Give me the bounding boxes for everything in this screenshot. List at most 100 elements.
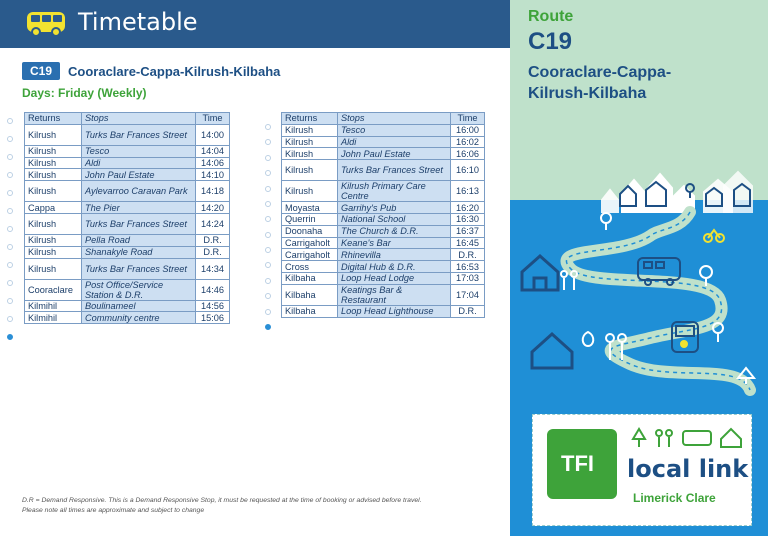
col-returns: Returns xyxy=(281,112,338,125)
cell-time: 15:06 xyxy=(195,311,230,325)
stop-dot xyxy=(7,316,13,322)
cell-time: 16:20 xyxy=(450,201,485,214)
stop-dot xyxy=(265,154,271,161)
cell-stop: Aldi xyxy=(337,135,451,149)
bus-illustration-icon xyxy=(637,257,681,286)
cell-time: 16:02 xyxy=(450,135,485,149)
cell-returns: Kilrush xyxy=(281,135,338,149)
cell-stop: Turks Bar Frances Street xyxy=(81,257,196,280)
col-time: Time xyxy=(450,112,485,125)
local-link-brand: local link xyxy=(627,455,749,483)
cell-stop: Boulinameel xyxy=(81,299,196,313)
stop-dot xyxy=(7,154,13,160)
cell-stop: Loop Head Lighthouse xyxy=(337,304,451,318)
cell-time: 17:04 xyxy=(450,283,485,306)
table-row: Kilrush John Paul Estate 14:10 xyxy=(24,168,230,182)
route-label: Route xyxy=(528,8,574,25)
cell-returns: Kilrush xyxy=(24,212,82,235)
stop-dot xyxy=(265,262,271,269)
cell-stop: National School xyxy=(337,212,451,226)
stop-dot xyxy=(265,185,271,192)
cell-time: 14:24 xyxy=(195,212,230,235)
route-code: C19 xyxy=(528,28,573,55)
tfi-logo: TFI xyxy=(547,429,617,499)
bus-icon xyxy=(27,12,65,37)
cell-time: 14:56 xyxy=(195,299,230,313)
cell-time: 14:34 xyxy=(195,257,230,280)
table-row: Cappa The Pier 14:20 xyxy=(24,201,230,214)
footnote-demand-responsive: D.R = Demand Responsive. This is a Deman… xyxy=(22,497,422,504)
stop-dot xyxy=(7,190,13,196)
cell-time: 14:00 xyxy=(195,123,230,146)
cell-returns: Kilrush xyxy=(24,245,82,259)
stop-dot xyxy=(265,216,271,223)
cell-returns: Kilrush xyxy=(24,180,82,203)
cell-returns: Kilrush xyxy=(281,159,338,182)
footnote-approximate: Please note all times are approximate an… xyxy=(22,507,205,514)
table-row: Kilrush Shanakyle Road D.R. xyxy=(24,245,230,259)
col-returns: Returns xyxy=(24,112,82,125)
stop-dot xyxy=(7,226,13,232)
cell-stop: Tesco xyxy=(337,123,451,137)
house-icon xyxy=(520,253,574,370)
route-panel: Route C19 Cooraclare-Cappa-Kilrush-Kilba… xyxy=(510,0,768,536)
col-stops: Stops xyxy=(337,112,451,125)
cell-returns: Carrigaholt xyxy=(281,236,338,250)
cell-time: 16:13 xyxy=(450,180,485,203)
cell-stop: Kilrush Primary Care Centre xyxy=(337,180,451,203)
stop-dot xyxy=(265,293,271,300)
tree-icon xyxy=(631,427,647,447)
cell-returns: Cappa xyxy=(24,201,82,214)
table-row: Kilrush Turks Bar Frances Street 16:10 xyxy=(281,159,485,182)
cell-time: 14:18 xyxy=(195,180,230,203)
table-row: Kilmihil Community centre 15:06 xyxy=(24,311,230,325)
cell-time: 14:04 xyxy=(195,144,230,158)
cell-time: 14:10 xyxy=(195,168,230,182)
cell-returns: Kilrush xyxy=(24,144,82,158)
table-row: Kilrush John Paul Estate 16:06 xyxy=(281,147,485,161)
table-row: Kilmihil Boulinameel 14:56 xyxy=(24,299,230,313)
cell-stop: Keatings Bar & Restaurant xyxy=(337,283,451,306)
table-row: Kilrush Kilrush Primary Care Centre 16:13 xyxy=(281,180,485,203)
table-row: Kilrush Aylevarroo Caravan Park 14:18 xyxy=(24,180,230,203)
cell-stop: Rhinevilla xyxy=(337,248,451,262)
cell-stop: Turks Bar Frances Street xyxy=(81,212,196,235)
stop-dot xyxy=(7,208,13,214)
cell-stop: Shanakyle Road xyxy=(81,245,196,259)
cell-returns: Doonaha xyxy=(281,224,338,238)
cell-stop: Turks Bar Frances Street xyxy=(81,123,196,146)
cell-returns: Kilbaha xyxy=(281,271,338,285)
bicycle-icon xyxy=(703,228,725,243)
people-icon xyxy=(560,270,627,360)
cell-returns: Kilbaha xyxy=(281,304,338,318)
table-header-row: Returns Stops Time xyxy=(281,112,485,125)
cell-stop: Post Office/Service Station & D.R. xyxy=(81,278,196,301)
cell-returns: Kilmihil xyxy=(24,299,82,313)
table-row: Kilbaha Keatings Bar & Restaurant 17:04 xyxy=(281,283,485,306)
cell-stop: Keane's Bar xyxy=(337,236,451,250)
table-row: Kilrush Tesco 14:04 xyxy=(24,144,230,158)
local-link-logo: TFI local link Limerick Clare xyxy=(532,414,752,526)
stop-dot xyxy=(265,277,271,284)
stop-dot xyxy=(7,136,13,142)
table-row: Querrin National School 16:30 xyxy=(281,212,485,226)
person-icon xyxy=(655,429,663,437)
route-panel-top xyxy=(510,0,768,200)
table-row: Moyasta Garrihy's Pub 16:20 xyxy=(281,201,485,214)
road-path xyxy=(560,206,756,396)
location-pin-icon xyxy=(581,330,595,348)
cell-time: 14:06 xyxy=(195,156,230,170)
table-row: Kilbaha Loop Head Lodge 17:03 xyxy=(281,271,485,285)
cell-time: 16:37 xyxy=(450,224,485,238)
stop-dots-1 xyxy=(7,118,13,340)
timetable-table-1: Returns Stops Time Kilrush Turks Bar Fran… xyxy=(24,112,230,325)
timetable-header: Timetable xyxy=(0,0,510,48)
cell-time: D.R. xyxy=(450,248,485,262)
stop-dot xyxy=(7,298,13,304)
table-row: Carrigaholt Keane's Bar 16:45 xyxy=(281,236,485,250)
cell-returns: Carrigaholt xyxy=(281,248,338,262)
stop-dot xyxy=(7,334,13,340)
cell-stop: Aldi xyxy=(81,156,196,170)
route-badge: C19 xyxy=(22,62,61,80)
table-row: Kilrush Tesco 16:00 xyxy=(281,123,485,137)
